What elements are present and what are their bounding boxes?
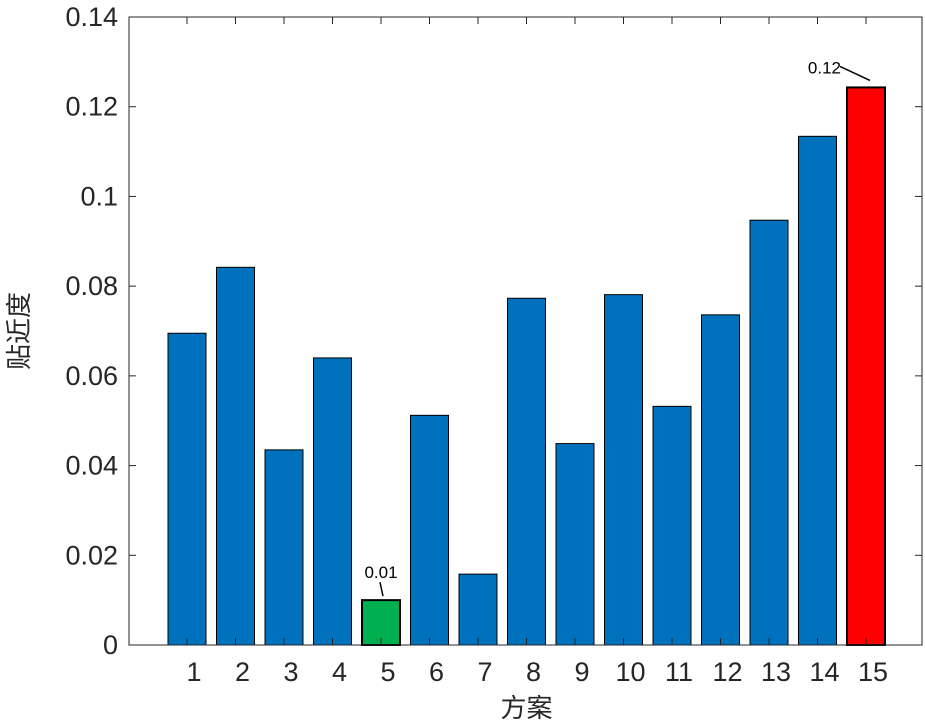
y-axis: 0 0.02 0.04 0.06 0.08 0.1 0.12 0.14 [65,2,922,660]
bar-13 [749,219,789,646]
bar-10 [604,294,643,646]
x-tick-label: 14 [809,657,839,687]
y-tick-label: 0.04 [65,451,118,481]
bar-2 [216,266,255,646]
y-tick-label: 0.1 [80,181,118,211]
x-axis-label: 方案 [500,694,552,723]
x-tick-label: 5 [380,657,395,687]
x-tick-label: 13 [761,657,791,687]
y-tick-label: 0.08 [65,271,118,301]
x-tick-label: 8 [526,657,541,687]
x-tick-label: 15 [858,657,888,687]
x-tick-label: 10 [615,657,645,687]
y-tick-label: 0.12 [65,92,118,122]
bar-4 [313,357,352,646]
y-tick-label: 0.14 [65,2,118,32]
bars-group [167,86,886,647]
x-tick-label: 1 [186,657,201,687]
x-tick-label: 4 [332,657,347,687]
bar-1 [167,332,207,646]
annotation-leader [839,65,871,82]
bar-14 [798,135,837,646]
annotation-leader [379,581,384,597]
bar-max-15 [846,86,886,646]
axes-box [128,16,923,646]
bar-7 [458,573,498,646]
bar-3 [264,449,304,646]
y-axis-label: 贴近度 [5,292,35,370]
x-tick-label: 6 [429,657,444,687]
x-tick-label: 3 [283,657,298,687]
bar-8 [507,297,546,646]
x-tick-label: 2 [235,657,250,687]
bar-9 [555,443,595,646]
x-tick-label: 9 [574,657,589,687]
annotations-group: 0.01 0.12 [364,58,871,597]
x-tick-label: 11 [665,657,693,687]
x-axis: 1 2 3 4 5 6 7 8 9 10 11 12 13 14 15 [186,17,888,687]
x-tick-label: 12 [712,657,742,687]
bar-11 [652,405,692,646]
y-tick-label: 0 [103,630,118,660]
data-label-min: 0.01 [364,563,397,582]
data-label-max: 0.12 [808,58,841,77]
bar-6 [410,414,449,646]
y-tick-label: 0.06 [65,361,118,391]
bar-12 [701,314,740,646]
x-tick-label: 7 [477,657,492,687]
y-tick-label: 0.02 [65,540,118,570]
